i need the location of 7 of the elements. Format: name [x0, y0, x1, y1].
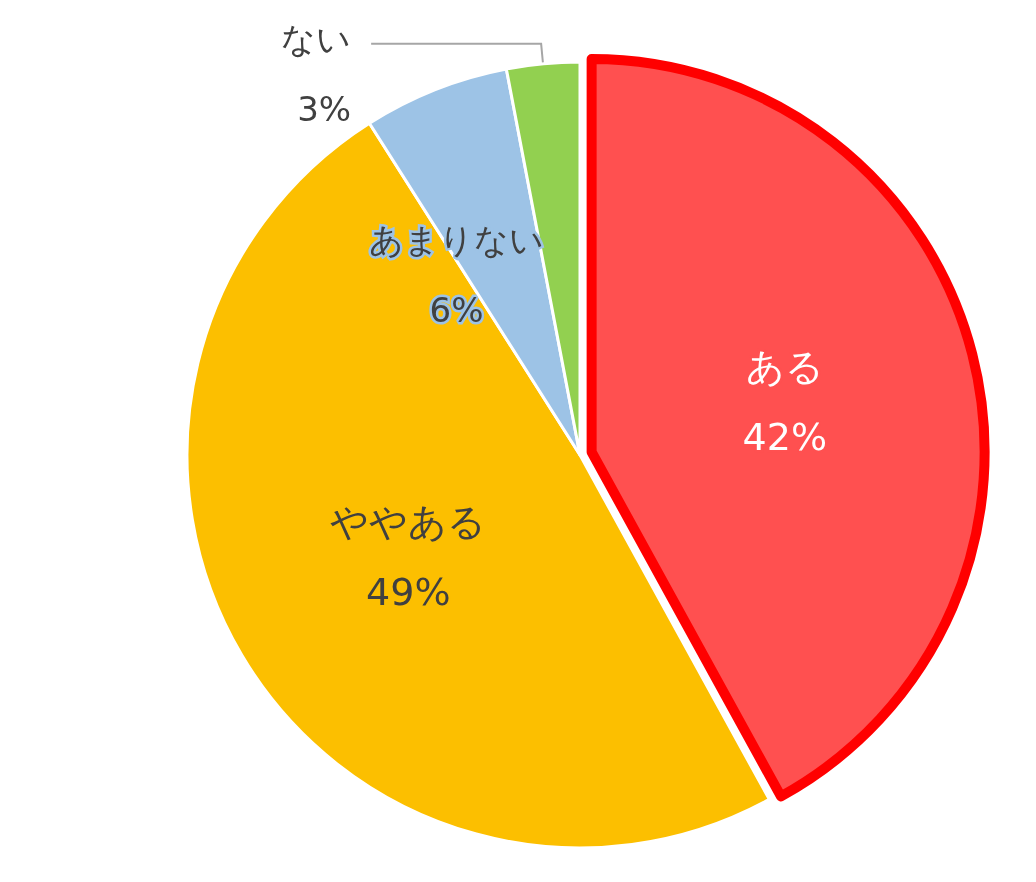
slice-label: ややある	[330, 499, 487, 544]
slice-label: ある	[745, 345, 824, 390]
data-label: 42%	[742, 415, 828, 460]
slice-label: ない	[281, 18, 352, 59]
data-label: 49%	[366, 569, 451, 614]
data-label: 6%	[429, 289, 484, 330]
data-label: 3%	[297, 88, 352, 129]
